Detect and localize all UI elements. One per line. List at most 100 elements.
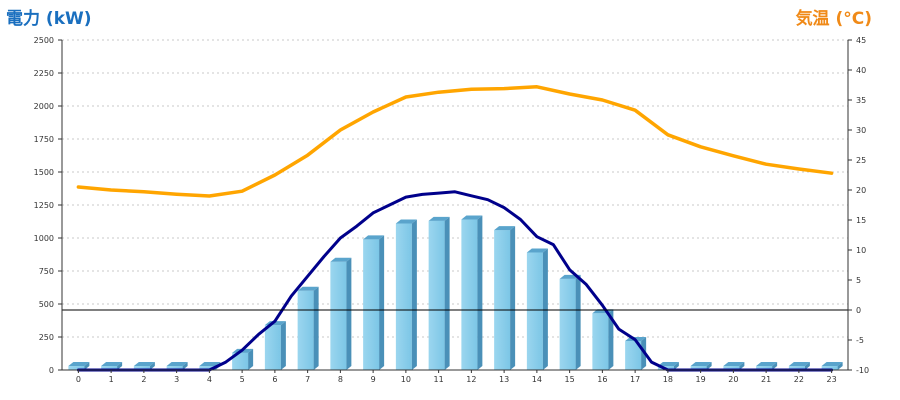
bar-side bbox=[804, 362, 810, 370]
bar-side bbox=[313, 286, 319, 370]
bar-side bbox=[837, 362, 843, 370]
bar-11 bbox=[428, 216, 450, 370]
right-tick-label: 25 bbox=[856, 156, 866, 165]
x-tick-label: 21 bbox=[761, 375, 771, 384]
right-tick-label: -10 bbox=[856, 366, 869, 375]
bar-0 bbox=[68, 362, 90, 370]
bar-side bbox=[149, 362, 155, 370]
x-tick-label: 6 bbox=[272, 375, 277, 384]
bar-top bbox=[395, 219, 417, 224]
x-tick-label: 22 bbox=[794, 375, 804, 384]
x-tick-label: 13 bbox=[499, 375, 509, 384]
x-tick-label: 15 bbox=[565, 375, 575, 384]
bar-side bbox=[379, 235, 385, 370]
left-tick-label: 1750 bbox=[34, 135, 54, 144]
bar-front bbox=[592, 313, 609, 370]
x-tick-label: 12 bbox=[466, 375, 476, 384]
bar-top bbox=[199, 362, 221, 367]
bar-10 bbox=[395, 219, 417, 370]
x-tick-label: 20 bbox=[728, 375, 738, 384]
left-tick-label: 2500 bbox=[34, 36, 54, 45]
bar-1 bbox=[101, 362, 123, 370]
right-tick-label: 35 bbox=[856, 96, 866, 105]
bar-front bbox=[166, 366, 183, 370]
bar-5 bbox=[232, 348, 254, 370]
x-tick-label: 0 bbox=[76, 375, 81, 384]
x-tick-label: 4 bbox=[207, 375, 212, 384]
bar-front bbox=[690, 366, 707, 370]
bar-side bbox=[575, 274, 581, 370]
bar-3 bbox=[166, 362, 188, 370]
bar-2 bbox=[133, 362, 155, 370]
bar-front bbox=[821, 366, 838, 370]
bar-side bbox=[772, 362, 778, 370]
bar-13 bbox=[494, 226, 516, 370]
bar-top bbox=[68, 362, 90, 367]
bar-12 bbox=[461, 215, 483, 370]
right-tick-label: 40 bbox=[856, 66, 866, 75]
bar-front bbox=[625, 340, 642, 370]
right-tick-label: 45 bbox=[856, 36, 866, 45]
bar-top bbox=[363, 235, 385, 240]
bar-19 bbox=[690, 362, 712, 370]
x-tick-label: 5 bbox=[240, 375, 245, 384]
x-tick-label: 16 bbox=[597, 375, 607, 384]
bar-top bbox=[690, 362, 712, 367]
bar-15 bbox=[559, 274, 581, 370]
bar-side bbox=[182, 362, 188, 370]
x-tick-label: 19 bbox=[696, 375, 706, 384]
bar-front bbox=[232, 352, 249, 370]
bar-front bbox=[264, 325, 281, 370]
line-layer bbox=[76, 85, 834, 372]
bar-side bbox=[117, 362, 123, 370]
x-tick-label: 23 bbox=[827, 375, 837, 384]
left-tick-label: 2000 bbox=[34, 102, 54, 111]
grid-layer bbox=[62, 39, 848, 338]
bar-side bbox=[673, 362, 679, 370]
left-tick-label: 500 bbox=[39, 300, 54, 309]
bar-front bbox=[395, 223, 412, 370]
bar-front bbox=[199, 366, 216, 370]
bar-top bbox=[330, 257, 352, 262]
x-tick-label: 11 bbox=[434, 375, 444, 384]
bar-front bbox=[68, 366, 85, 370]
bar-side bbox=[477, 215, 483, 370]
bar-front bbox=[494, 230, 511, 370]
bar-top bbox=[821, 362, 843, 367]
bar-21 bbox=[756, 362, 778, 370]
bar-top bbox=[526, 248, 548, 253]
bar-side bbox=[280, 321, 286, 370]
bar-23 bbox=[821, 362, 843, 370]
x-tick-label: 18 bbox=[663, 375, 673, 384]
bar-8 bbox=[330, 257, 352, 370]
x-tick-label: 2 bbox=[141, 375, 146, 384]
bar-side bbox=[84, 362, 90, 370]
right-tick-label: 30 bbox=[856, 126, 866, 135]
bar-top bbox=[166, 362, 188, 367]
bar-side bbox=[739, 362, 745, 370]
axis-layer: 02505007501000125015001750200022502500-1… bbox=[34, 36, 869, 384]
bar-side bbox=[248, 348, 254, 370]
left-tick-label: 0 bbox=[49, 366, 54, 375]
bar-front bbox=[330, 261, 347, 370]
bar-top bbox=[101, 362, 123, 367]
x-tick-label: 14 bbox=[532, 375, 542, 384]
bar-side bbox=[706, 362, 712, 370]
left-tick-label: 750 bbox=[39, 267, 54, 276]
bar-front bbox=[461, 219, 478, 370]
x-tick-label: 10 bbox=[401, 375, 411, 384]
bar-front bbox=[428, 220, 445, 370]
bar-6 bbox=[264, 321, 286, 370]
bar-front bbox=[526, 252, 543, 370]
bar-front bbox=[559, 278, 576, 370]
bar-14 bbox=[526, 248, 548, 370]
right-axis-title: 気温 (°C) bbox=[795, 9, 872, 29]
bar-top bbox=[657, 362, 679, 367]
right-tick-label: 20 bbox=[856, 186, 866, 195]
bar-top bbox=[461, 215, 483, 220]
bar-layer bbox=[68, 215, 843, 370]
bar-top bbox=[788, 362, 810, 367]
bar-side bbox=[542, 248, 548, 370]
bar-side bbox=[510, 226, 516, 370]
